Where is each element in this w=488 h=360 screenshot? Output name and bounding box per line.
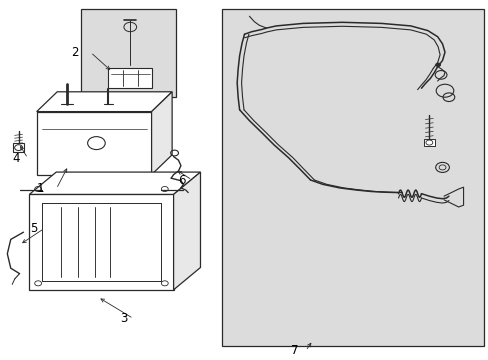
Text: 1: 1 <box>37 183 44 195</box>
Polygon shape <box>29 172 200 194</box>
Text: 4: 4 <box>12 152 20 165</box>
Bar <box>108 68 152 88</box>
Text: 2: 2 <box>71 46 78 59</box>
Text: 3: 3 <box>120 312 127 325</box>
Polygon shape <box>37 92 172 112</box>
Circle shape <box>435 63 440 67</box>
Bar <box>222 9 483 346</box>
Bar <box>29 194 173 290</box>
Text: 7: 7 <box>290 345 298 357</box>
Polygon shape <box>173 172 200 290</box>
Text: 6: 6 <box>178 174 185 186</box>
Text: 5: 5 <box>30 222 38 235</box>
Bar <box>37 112 151 175</box>
Polygon shape <box>151 92 172 175</box>
Bar <box>423 139 434 146</box>
Bar <box>81 9 176 97</box>
Bar <box>13 143 24 152</box>
